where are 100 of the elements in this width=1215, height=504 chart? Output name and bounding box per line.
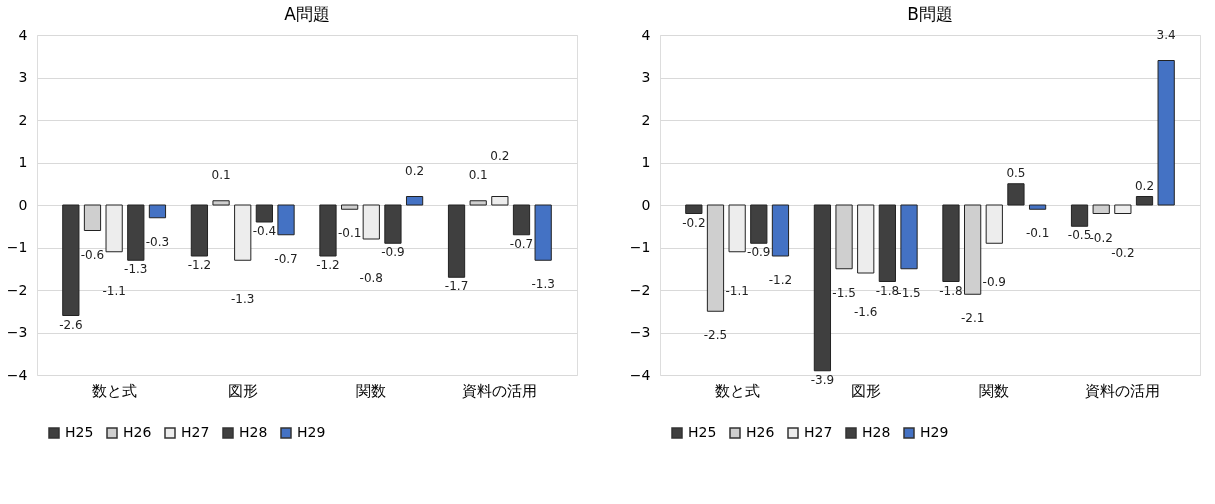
bar — [813, 204, 832, 372]
data-label: -2.6 — [59, 317, 83, 332]
data-label: 3.4 — [1156, 27, 1176, 42]
bar — [857, 204, 875, 274]
data-label: -0.9 — [381, 245, 405, 260]
y-tick-label: −4 — [629, 366, 651, 383]
data-label: -0.5 — [1067, 228, 1092, 243]
data-label: -0.2 — [1089, 230, 1113, 245]
y-tick-label: 2 — [18, 111, 28, 128]
bar — [750, 204, 768, 244]
y-tick-label: −1 — [6, 239, 28, 255]
bar — [127, 204, 145, 261]
legend-label: H26 — [123, 424, 152, 440]
bar — [234, 204, 252, 261]
bar — [1028, 204, 1047, 210]
y-tick-label: 3 — [641, 69, 651, 85]
y-tick-label: 1 — [641, 154, 651, 170]
data-label: 0.2 — [1134, 178, 1155, 193]
data-label: 0.2 — [405, 163, 425, 178]
data-label: -0.2 — [682, 215, 706, 230]
data-label: -1.3 — [231, 292, 255, 307]
data-label: -2.1 — [960, 311, 985, 326]
bar — [255, 204, 273, 223]
x-tick-label: 資料の活用 — [1085, 381, 1161, 400]
bar — [277, 204, 295, 236]
bar — [900, 204, 918, 270]
bar — [512, 204, 531, 236]
y-tick-label: −4 — [6, 366, 28, 383]
data-label: -1.8 — [875, 283, 900, 298]
y-tick-label: 0 — [18, 196, 28, 213]
data-label: -1.2 — [316, 258, 340, 272]
data-label: 0.5 — [1006, 165, 1026, 180]
y-tick-label: 4 — [641, 26, 651, 43]
data-label: -0.9 — [982, 275, 1006, 290]
data-label: -1.1 — [102, 283, 126, 298]
bar — [148, 204, 167, 219]
data-label: -1.2 — [187, 258, 212, 272]
y-tick-label: 2 — [641, 111, 651, 128]
legend-label: H27 — [181, 424, 210, 440]
bar — [384, 204, 402, 244]
legend-label: H29 — [297, 424, 326, 440]
bar — [878, 204, 896, 282]
bar — [62, 204, 80, 316]
data-label: -1.5 — [832, 285, 856, 300]
bar — [1135, 196, 1154, 206]
bar — [362, 204, 380, 240]
data-label: -1.1 — [725, 283, 749, 298]
data-label: -1.2 — [768, 273, 793, 287]
data-label: -0.1 — [337, 226, 362, 241]
x-tick-label: 数と式 — [714, 381, 760, 400]
bar — [1070, 204, 1089, 227]
y-tick-label: 0 — [641, 196, 651, 213]
data-label: -0.4 — [252, 224, 277, 238]
y-tick-label: −3 — [6, 324, 28, 340]
bar — [1114, 204, 1132, 214]
data-label: -0.3 — [145, 234, 170, 249]
data-label: -1.3 — [531, 277, 555, 292]
data-label: -1.8 — [939, 283, 963, 298]
y-tick-label: −2 — [6, 281, 28, 298]
y-tick-label: −1 — [629, 239, 651, 255]
chart-title: A問題 — [284, 4, 330, 24]
x-tick-label: 図形 — [227, 381, 258, 400]
legend-label: H25 — [65, 424, 94, 440]
x-tick-label: 関数 — [979, 381, 1010, 400]
bar — [105, 204, 123, 253]
data-label: -1.5 — [897, 285, 921, 300]
bar — [985, 204, 1003, 244]
legend-label: H28 — [862, 424, 891, 440]
bar — [319, 204, 337, 257]
data-label: -0.1 — [1025, 226, 1050, 241]
data-label: -1.6 — [854, 305, 878, 319]
x-tick-label: 関数 — [356, 381, 387, 400]
bar — [447, 204, 466, 278]
bar — [1007, 183, 1025, 206]
x-tick-label: 数と式 — [91, 381, 137, 400]
data-label: -0.9 — [747, 245, 771, 260]
y-tick-label: −2 — [629, 281, 651, 298]
y-tick-label: 1 — [18, 154, 28, 170]
bar — [534, 204, 552, 261]
y-tick-label: 3 — [18, 69, 28, 85]
bar — [771, 204, 790, 257]
bar — [1157, 60, 1175, 206]
x-tick-label: 図形 — [850, 381, 881, 400]
bar — [405, 196, 424, 206]
legend-label: H25 — [688, 424, 717, 440]
data-label: -3.9 — [810, 372, 835, 387]
data-label: -2.5 — [703, 328, 728, 343]
data-label: -1.7 — [444, 279, 469, 294]
data-label: -0.7 — [509, 236, 534, 251]
data-label: 0.2 — [490, 148, 510, 163]
x-tick-label: 資料の活用 — [462, 381, 538, 400]
bar — [190, 204, 209, 257]
bar — [685, 204, 703, 214]
data-label: -0.6 — [80, 247, 105, 262]
data-label: -0.8 — [359, 271, 383, 285]
bar — [491, 196, 509, 206]
chart-title: B問題 — [907, 4, 953, 24]
bar — [942, 204, 960, 282]
legend-label: H27 — [804, 424, 833, 440]
bar — [728, 204, 746, 253]
